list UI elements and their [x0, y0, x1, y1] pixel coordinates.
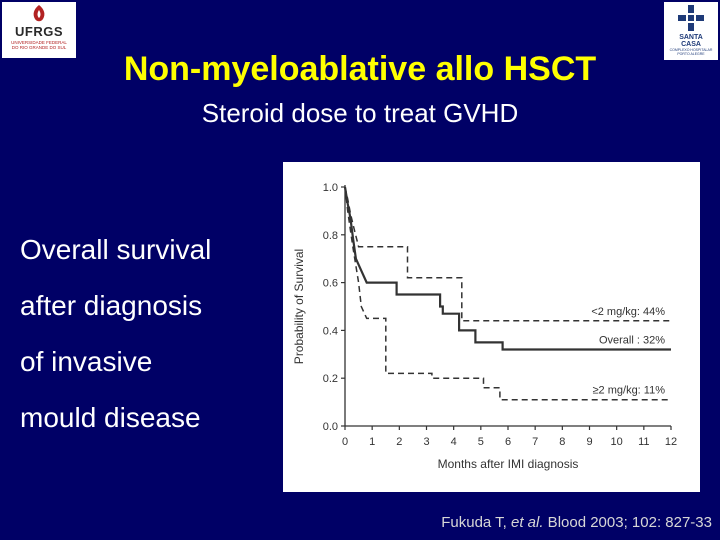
x-tick-label: 5: [478, 436, 484, 448]
y-tick-label: 0.8: [323, 230, 338, 242]
x-tick-label: 3: [423, 436, 429, 448]
side-line: mould disease: [20, 402, 201, 433]
y-tick-label: 0.6: [323, 278, 338, 290]
x-tick-label: 10: [611, 436, 623, 448]
series-label-0: <2 mg/kg: 44%: [591, 306, 665, 318]
x-tick-label: 1: [369, 436, 375, 448]
ufrgs-logo-text: UFRGS: [15, 24, 63, 39]
series-line-2: [344, 186, 671, 401]
santa-casa-logo: SANTA CASA COMPLEXO HOSPITALAR PORTO ALE…: [664, 2, 718, 60]
x-tick-label: 4: [451, 436, 457, 448]
x-tick-label: 8: [559, 436, 565, 448]
ufrgs-logo: UFRGS UNIVERSIDADE FEDERAL DO RIO GRANDE…: [2, 2, 76, 58]
series-label-1: Overall : 32%: [599, 335, 665, 347]
survival-chart: 0.0 0.2 0.4 0.6 0.8 1.0 0 1 2 3 4 5 6 7 8 9 10 11 12 Probab…: [283, 162, 700, 492]
santa-casa-logo-text: SANTA CASA: [679, 34, 703, 48]
side-line: of invasive: [20, 346, 153, 377]
x-tick-label: 2: [396, 436, 402, 448]
x-tick-label: 6: [505, 436, 511, 448]
x-axis-label: Months after IMI diagnosis: [438, 457, 579, 471]
series-label-2: ≥2 mg/kg: 11%: [593, 385, 666, 397]
y-tick-label: 0.0: [323, 421, 338, 433]
y-axis-label: Probability of Survival: [292, 249, 306, 364]
santa-casa-cross-icon: [678, 5, 704, 31]
survival-chart-svg: 0.00.20.40.60.81.00 1 2 3 4 5 6 7 8 9 10 11 12Probab…: [292, 182, 677, 471]
santa-casa-logo-subtitle: COMPLEXO HOSPITALAR PORTO ALEGRE: [669, 48, 713, 56]
x-tick-label: 9: [586, 436, 592, 448]
side-line: after diagnosis: [20, 290, 203, 321]
side-description: Overall survival after diagnosis of inva…: [20, 222, 280, 446]
ufrgs-flame-icon: [33, 5, 45, 22]
citation: Fukuda T, et al. Blood 2003; 102: 827-33: [441, 514, 712, 531]
ufrgs-logo-subtitle: UNIVERSIDADE FEDERAL DO RIO GRANDE DO SU…: [11, 40, 67, 50]
x-tick-label: 7: [532, 436, 538, 448]
x-tick-label: 12: [665, 436, 677, 448]
x-tick-label: 0: [342, 436, 348, 448]
y-tick-label: 1.0: [323, 182, 338, 194]
slide-title: Non-myeloablative allo HSCT: [123, 50, 597, 88]
y-tick-label: 0.2: [323, 373, 338, 385]
series-line-0: [344, 186, 671, 322]
side-line: Overall survival: [20, 234, 212, 265]
y-tick-label: 0.4: [323, 325, 338, 337]
series-line-1: [343, 186, 671, 351]
slide-subtitle: Steroid dose to treat GVHD: [201, 98, 519, 128]
x-tick-label: 11: [638, 436, 649, 448]
